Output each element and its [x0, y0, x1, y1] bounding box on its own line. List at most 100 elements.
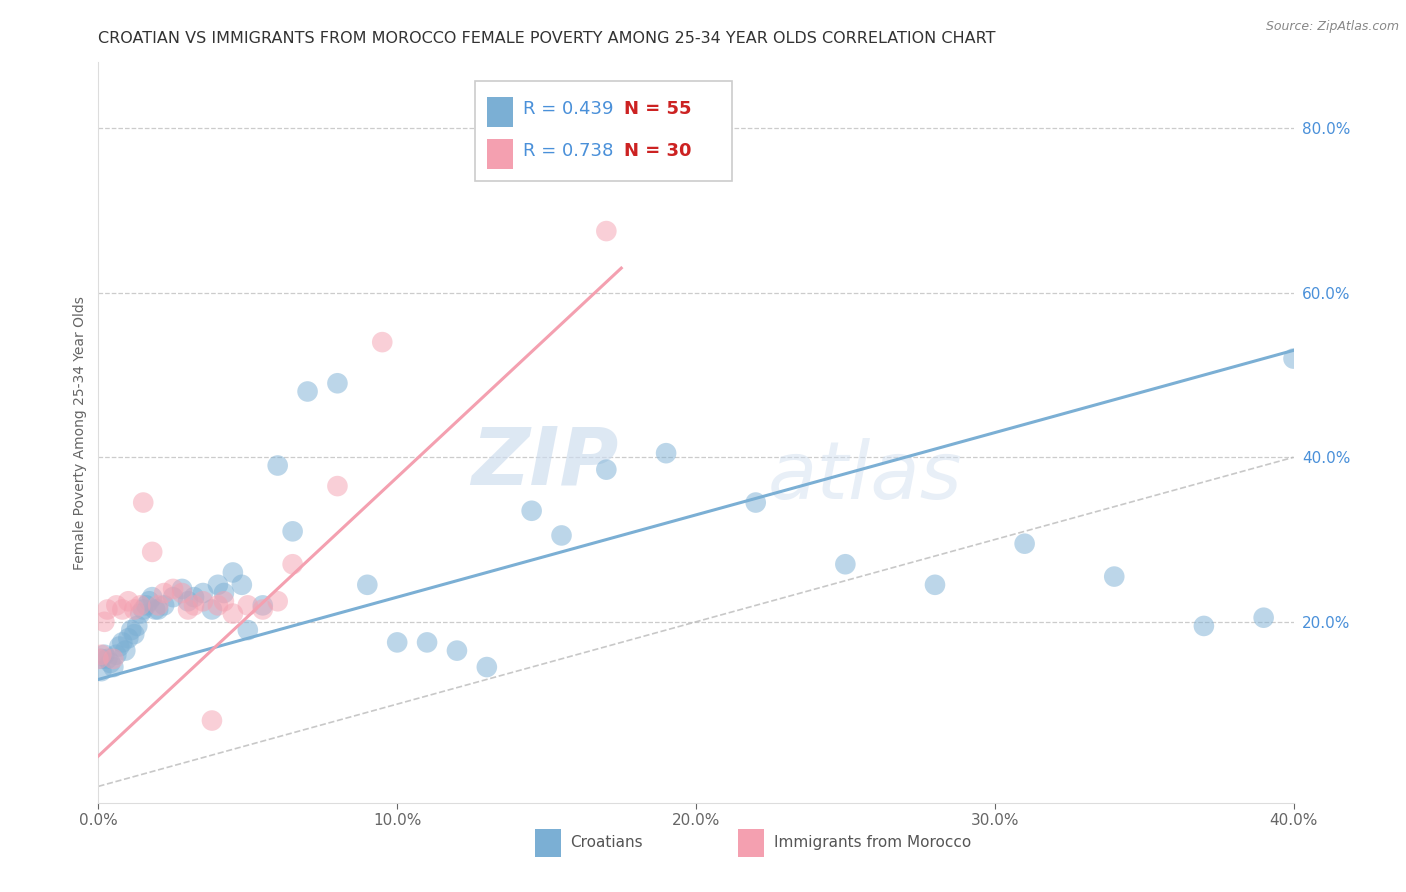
- Point: [231, 578, 253, 592]
- Point: [745, 495, 768, 509]
- FancyBboxPatch shape: [486, 139, 513, 169]
- Point: [135, 599, 157, 613]
- Point: [595, 462, 617, 476]
- Point: [117, 632, 139, 646]
- Point: [129, 607, 152, 621]
- Point: [212, 594, 235, 608]
- Point: [177, 602, 200, 616]
- Point: [222, 566, 245, 580]
- Point: [201, 602, 224, 616]
- Point: [326, 376, 349, 391]
- Text: R = 0.439: R = 0.439: [523, 100, 613, 118]
- Point: [267, 594, 290, 608]
- Point: [595, 224, 617, 238]
- Text: Source: ZipAtlas.com: Source: ZipAtlas.com: [1265, 20, 1399, 33]
- Text: N = 30: N = 30: [624, 143, 692, 161]
- Point: [124, 602, 146, 616]
- Point: [87, 652, 110, 666]
- Point: [1282, 351, 1305, 366]
- FancyBboxPatch shape: [475, 81, 733, 181]
- Point: [141, 590, 163, 604]
- Point: [191, 586, 214, 600]
- Point: [446, 643, 468, 657]
- Point: [172, 582, 194, 596]
- Point: [148, 599, 170, 613]
- Point: [183, 590, 205, 604]
- Point: [207, 578, 229, 592]
- Point: [90, 664, 112, 678]
- Text: CROATIAN VS IMMIGRANTS FROM MOROCCO FEMALE POVERTY AMONG 25-34 YEAR OLDS CORRELA: CROATIAN VS IMMIGRANTS FROM MOROCCO FEMA…: [98, 31, 995, 46]
- Point: [132, 495, 155, 509]
- Point: [191, 594, 214, 608]
- Point: [96, 602, 118, 616]
- Point: [1253, 611, 1275, 625]
- Point: [520, 504, 543, 518]
- Point: [93, 648, 115, 662]
- Point: [834, 558, 856, 572]
- Point: [105, 599, 128, 613]
- Text: Immigrants from Morocco: Immigrants from Morocco: [773, 835, 972, 850]
- Point: [297, 384, 319, 399]
- Point: [117, 594, 139, 608]
- Point: [111, 635, 134, 649]
- Text: R = 0.738: R = 0.738: [523, 143, 613, 161]
- Point: [90, 652, 112, 666]
- Point: [655, 446, 678, 460]
- Point: [98, 656, 122, 670]
- Point: [172, 586, 194, 600]
- Point: [114, 643, 136, 657]
- Point: [267, 458, 290, 473]
- Point: [201, 714, 224, 728]
- Point: [371, 335, 394, 350]
- Point: [326, 479, 349, 493]
- Point: [1014, 536, 1036, 550]
- Point: [90, 648, 112, 662]
- Point: [475, 660, 498, 674]
- Text: atlas: atlas: [768, 438, 963, 516]
- Text: N = 55: N = 55: [624, 100, 692, 118]
- FancyBboxPatch shape: [486, 96, 513, 127]
- Point: [252, 599, 274, 613]
- Point: [129, 599, 152, 613]
- Point: [252, 602, 274, 616]
- Point: [177, 594, 200, 608]
- Point: [236, 599, 259, 613]
- Point: [550, 528, 572, 542]
- Point: [148, 602, 170, 616]
- Point: [416, 635, 439, 649]
- Point: [236, 623, 259, 637]
- Point: [162, 590, 184, 604]
- Point: [1104, 569, 1126, 583]
- Point: [924, 578, 946, 592]
- Point: [132, 602, 155, 616]
- Point: [183, 599, 205, 613]
- Point: [212, 586, 235, 600]
- Point: [124, 627, 146, 641]
- Point: [103, 660, 125, 674]
- Text: Croatians: Croatians: [571, 835, 643, 850]
- Point: [93, 615, 115, 629]
- Point: [385, 635, 409, 649]
- Y-axis label: Female Poverty Among 25-34 Year Olds: Female Poverty Among 25-34 Year Olds: [73, 295, 87, 570]
- Point: [120, 623, 142, 637]
- Point: [103, 652, 125, 666]
- FancyBboxPatch shape: [738, 829, 763, 857]
- Point: [96, 652, 118, 666]
- Point: [138, 594, 160, 608]
- Point: [105, 648, 128, 662]
- Point: [127, 619, 149, 633]
- Point: [153, 586, 176, 600]
- Point: [281, 524, 304, 539]
- Point: [111, 602, 134, 616]
- Point: [207, 599, 229, 613]
- FancyBboxPatch shape: [534, 829, 561, 857]
- Point: [222, 607, 245, 621]
- Point: [108, 640, 131, 654]
- Point: [281, 558, 304, 572]
- Point: [141, 545, 163, 559]
- Point: [1192, 619, 1215, 633]
- Point: [143, 602, 166, 616]
- Text: ZIP: ZIP: [471, 423, 619, 501]
- Point: [356, 578, 378, 592]
- Point: [162, 582, 184, 596]
